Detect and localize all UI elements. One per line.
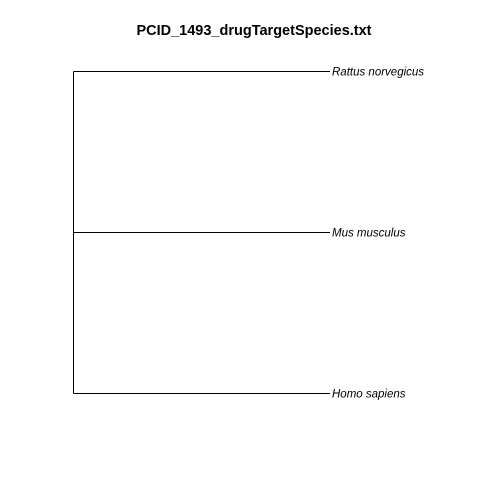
leaf-label-rattus-norvegicus: Rattus norvegicus	[332, 67, 424, 79]
leaf-labels: Rattus norvegicus Mus musculus Homo sapi…	[332, 67, 424, 401]
leaf-label-homo-sapiens: Homo sapiens	[332, 389, 406, 401]
leaf-label-mus-musculus: Mus musculus	[332, 228, 406, 240]
plot-title: PCID_1493_drugTargetSpecies.txt	[136, 23, 371, 39]
tree-branches	[73, 71, 330, 394]
